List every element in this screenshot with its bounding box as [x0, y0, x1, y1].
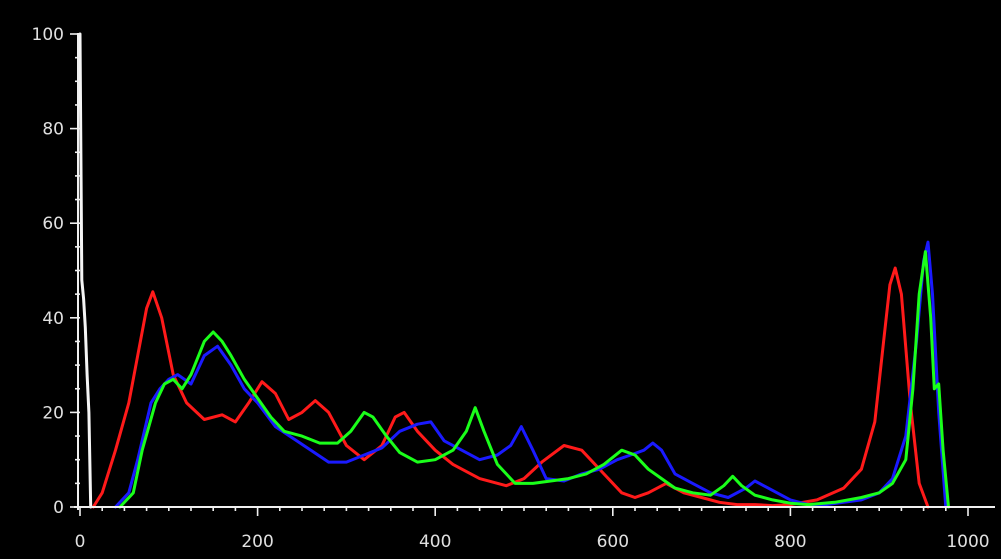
x-tick-label: 600	[597, 532, 629, 552]
y-tick-label: 0	[53, 498, 64, 518]
x-tick-label: 800	[774, 532, 806, 552]
axes	[74, 33, 995, 510]
series-line-2	[114, 240, 948, 509]
x-tick-label: 400	[419, 532, 451, 552]
y-tick-label: 80	[42, 120, 64, 140]
x-tick-label: 0	[75, 532, 86, 552]
y-tick-label: 60	[42, 214, 64, 234]
series-line-4	[78, 32, 93, 509]
y-tick-label: 100	[32, 25, 64, 45]
y-ticks: 0 20 40 60 80 100	[32, 25, 80, 518]
series-line-1	[91, 266, 930, 509]
x-tick-label: 200	[241, 532, 273, 552]
x-ticks: 0 200 400 600 800 1000	[75, 507, 990, 552]
y-tick-label: 40	[42, 309, 64, 329]
series-line-3	[118, 250, 950, 509]
y-tick-label: 20	[42, 403, 64, 423]
x-tick-label: 1000	[946, 532, 989, 552]
series-layer	[78, 32, 950, 509]
